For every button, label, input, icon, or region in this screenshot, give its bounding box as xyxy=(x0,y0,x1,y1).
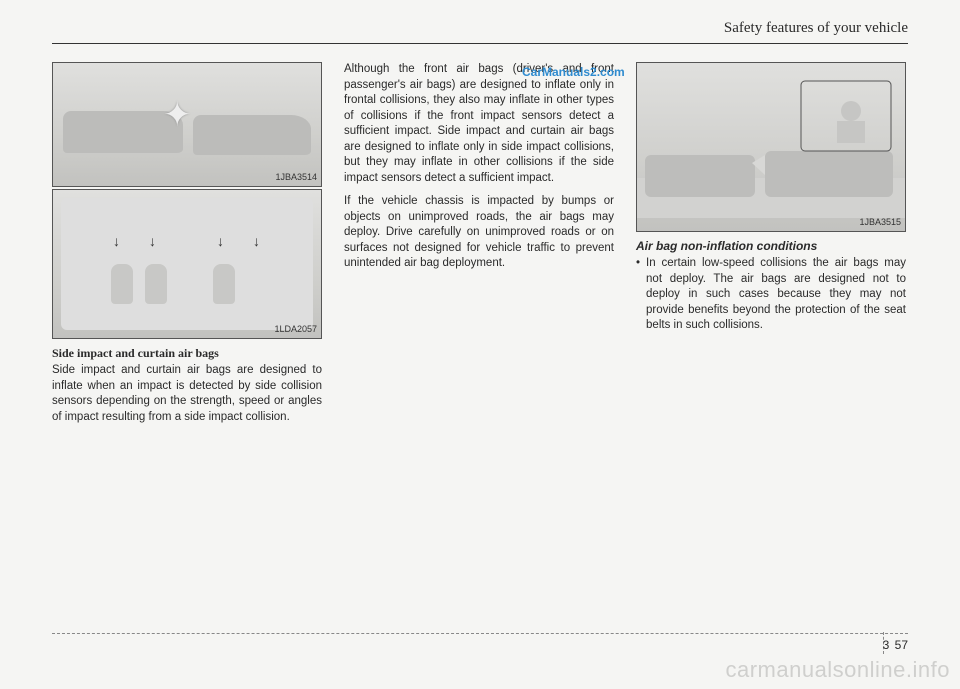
subheading-italic: Air bag non-inflation conditions xyxy=(636,238,906,254)
watermark-top: CarManuals2.com xyxy=(522,65,625,79)
body-paragraph: If the vehicle chassis is impacted by bu… xyxy=(344,194,614,272)
collision-illustration xyxy=(637,63,905,231)
body-paragraph: Side impact and curtain air bags are des… xyxy=(52,363,322,425)
page-number: 3 57 xyxy=(883,638,908,652)
bullet-dot-icon: • xyxy=(636,256,640,334)
arrow-down-icon: ↓ xyxy=(149,232,156,251)
impact-star-icon: ✦ xyxy=(163,93,192,139)
body-paragraph: Although the front air bags (driver's an… xyxy=(344,62,614,186)
seat-illustration xyxy=(111,264,133,304)
content-columns: ✦ 1JBA3514 ↓ ↓ ↓ ↓ 1LDA2057 Side impact … xyxy=(52,62,908,433)
interior-outline xyxy=(61,198,313,330)
page-header: Safety features of your vehicle xyxy=(52,20,908,44)
figure-label: 1JBA3514 xyxy=(275,171,317,183)
watermark-bottom: carmanualsonline.info xyxy=(725,657,950,683)
arrow-down-icon: ↓ xyxy=(217,232,224,251)
column-1: ✦ 1JBA3514 ↓ ↓ ↓ ↓ 1LDA2057 Side impact … xyxy=(52,62,322,433)
bullet-text: In certain low-speed collisions the air … xyxy=(646,256,906,334)
header-title: Safety features of your vehicle xyxy=(724,20,908,36)
seat-illustration xyxy=(145,264,167,304)
bullet-item: • In certain low-speed collisions the ai… xyxy=(636,256,906,334)
column-2: Although the front air bags (driver's an… xyxy=(344,62,614,433)
column-3: 1JBA3515 Air bag non-inflation condition… xyxy=(636,62,906,433)
subheading: Side impact and curtain air bags xyxy=(52,345,322,361)
seat-illustration xyxy=(213,264,235,304)
figure-rear-collision: 1JBA3515 xyxy=(636,62,906,232)
section-number: 3 xyxy=(883,638,890,652)
arrow-down-icon: ↓ xyxy=(113,232,120,251)
arrow-down-icon: ↓ xyxy=(253,232,260,251)
footer-divider xyxy=(52,633,908,634)
figure-label: 1JBA3515 xyxy=(859,216,901,228)
figure-curtain-airbag: ↓ ↓ ↓ ↓ 1LDA2057 xyxy=(52,189,322,339)
car-illustration xyxy=(193,115,311,155)
figure-label: 1LDA2057 xyxy=(274,323,317,335)
page-number-value: 57 xyxy=(895,638,908,652)
figure-side-impact-cars: ✦ 1JBA3514 xyxy=(52,62,322,187)
manual-page: Safety features of your vehicle CarManua… xyxy=(52,20,908,648)
